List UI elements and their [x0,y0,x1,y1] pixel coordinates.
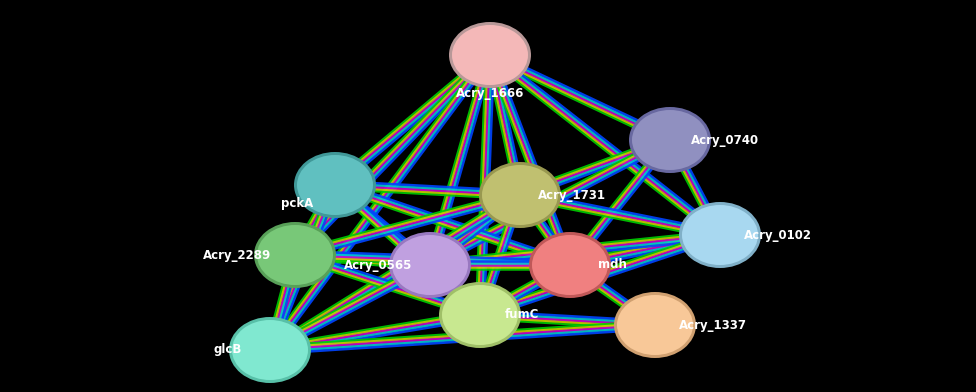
Ellipse shape [682,205,758,265]
Ellipse shape [294,152,376,218]
Ellipse shape [392,235,468,295]
Text: fumC: fumC [505,309,539,321]
Ellipse shape [614,292,696,358]
Text: pckA: pckA [281,196,313,209]
Ellipse shape [479,162,561,228]
Text: Acry_0565: Acry_0565 [344,258,412,272]
Ellipse shape [254,222,336,288]
Text: mdh: mdh [597,258,627,272]
Ellipse shape [482,165,558,225]
Text: Acry_1731: Acry_1731 [538,189,606,201]
Text: Acry_2289: Acry_2289 [203,249,271,261]
Ellipse shape [232,320,308,380]
Ellipse shape [257,225,333,285]
Ellipse shape [389,232,471,298]
Text: Acry_0740: Acry_0740 [691,134,759,147]
Ellipse shape [529,232,611,298]
Ellipse shape [442,285,518,345]
Text: glcB: glcB [214,343,242,356]
Ellipse shape [229,317,311,383]
Ellipse shape [629,107,711,173]
Ellipse shape [439,282,521,348]
Text: Acry_0102: Acry_0102 [744,229,812,241]
Ellipse shape [532,235,608,295]
Ellipse shape [679,202,761,268]
Text: Acry_1666: Acry_1666 [456,87,524,100]
Ellipse shape [449,22,531,88]
Text: Acry_1337: Acry_1337 [679,318,747,332]
Ellipse shape [452,25,528,85]
Ellipse shape [297,155,373,215]
Ellipse shape [617,295,693,355]
Ellipse shape [632,110,708,170]
